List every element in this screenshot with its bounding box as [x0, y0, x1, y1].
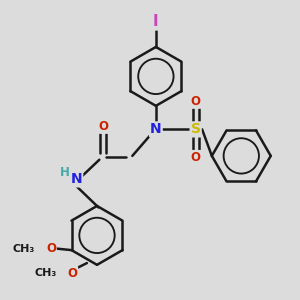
Text: O: O	[67, 267, 77, 280]
Text: N: N	[70, 172, 82, 186]
Text: I: I	[153, 14, 159, 29]
Text: O: O	[190, 151, 201, 164]
Text: CH₃: CH₃	[34, 268, 57, 278]
Text: O: O	[46, 242, 56, 255]
Text: CH₃: CH₃	[12, 244, 35, 254]
Text: S: S	[190, 122, 201, 136]
Text: O: O	[190, 95, 201, 108]
Text: N: N	[150, 122, 162, 136]
Text: O: O	[98, 120, 108, 133]
Text: H: H	[60, 167, 70, 179]
